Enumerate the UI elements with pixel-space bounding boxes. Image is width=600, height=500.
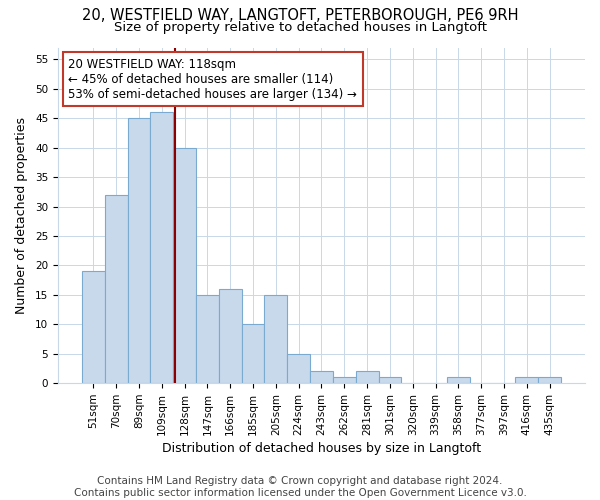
Bar <box>128 118 151 383</box>
Bar <box>333 378 356 383</box>
Bar <box>104 194 128 383</box>
Bar <box>82 272 104 383</box>
Bar <box>287 354 310 383</box>
X-axis label: Distribution of detached houses by size in Langtoft: Distribution of detached houses by size … <box>162 442 481 455</box>
Bar <box>515 378 538 383</box>
Bar <box>538 378 561 383</box>
Bar <box>379 378 401 383</box>
Bar <box>447 378 470 383</box>
Text: Size of property relative to detached houses in Langtoft: Size of property relative to detached ho… <box>113 21 487 34</box>
Bar <box>356 372 379 383</box>
Y-axis label: Number of detached properties: Number of detached properties <box>15 117 28 314</box>
Bar <box>173 148 196 383</box>
Bar <box>265 295 287 383</box>
Bar <box>151 112 173 383</box>
Bar <box>196 295 219 383</box>
Text: Contains HM Land Registry data © Crown copyright and database right 2024.
Contai: Contains HM Land Registry data © Crown c… <box>74 476 526 498</box>
Bar <box>310 372 333 383</box>
Text: 20 WESTFIELD WAY: 118sqm
← 45% of detached houses are smaller (114)
53% of semi-: 20 WESTFIELD WAY: 118sqm ← 45% of detach… <box>68 58 358 100</box>
Bar <box>219 289 242 383</box>
Text: 20, WESTFIELD WAY, LANGTOFT, PETERBOROUGH, PE6 9RH: 20, WESTFIELD WAY, LANGTOFT, PETERBOROUG… <box>82 8 518 22</box>
Bar <box>242 324 265 383</box>
